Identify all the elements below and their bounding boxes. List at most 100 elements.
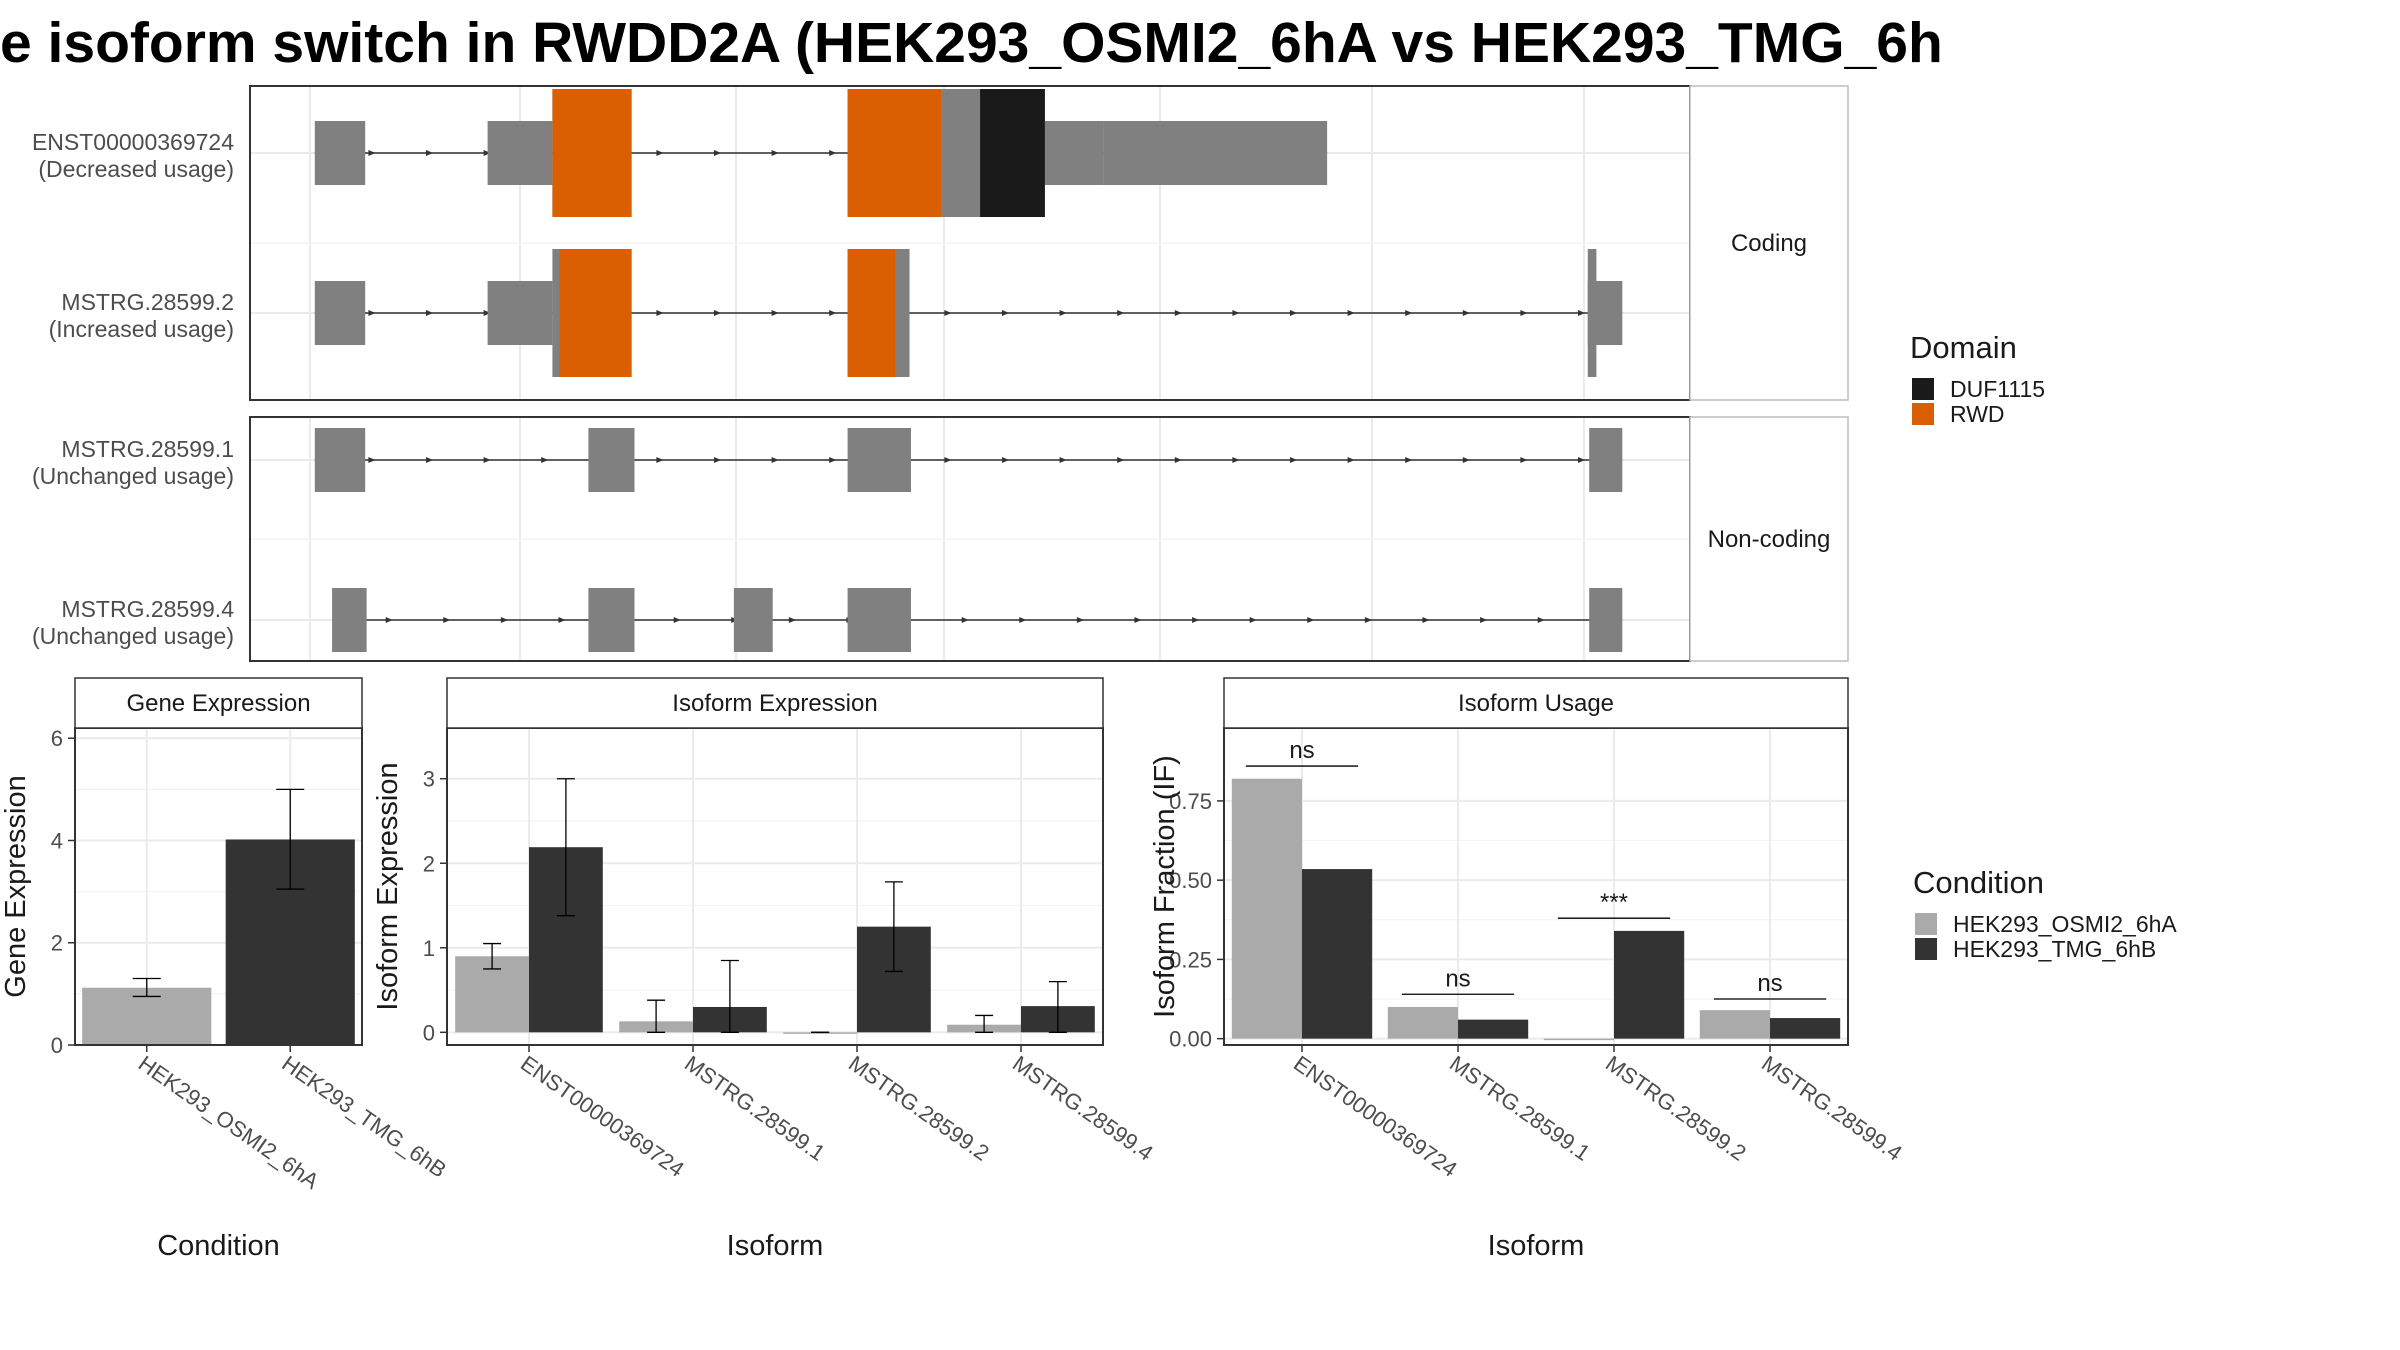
chart-isoform-usage: ns ns *** ns Isoform Usage 0.00 0.25 0.50 0.75 EN… — [1149, 677, 1907, 1262]
direction-arrow — [1192, 617, 1200, 623]
direction-arrow — [368, 457, 376, 463]
direction-arrow — [1462, 457, 1470, 463]
panel-strip — [1223, 677, 1849, 729]
direction-arrow — [771, 150, 779, 156]
transcript-track-mstrg-28599-1: MSTRG.28599.1(Unchanged usage) — [32, 428, 1623, 492]
bar-hek293-osmi2-6ha-enst00000369724 — [1231, 778, 1302, 1039]
domain-rwd — [847, 249, 896, 377]
panel-strip-title: Isoform Usage — [1458, 690, 1614, 717]
direction-arrow — [656, 150, 664, 156]
transcript-id-label: ENST00000369724 — [32, 129, 234, 155]
x-tick-label: MSTRG.28599.1 — [1445, 1051, 1595, 1166]
legend-label-hek293-tmg-6hb: HEK293_TMG_6hB — [1953, 936, 2156, 962]
direction-arrow — [443, 617, 451, 623]
y-tick-label: 3 — [423, 767, 435, 792]
facet-strip-label: Coding — [1731, 230, 1807, 257]
direction-arrow — [829, 310, 837, 316]
page-title: e isoform switch in RWDD2A (HEK293_OSMI2… — [0, 11, 1943, 75]
transcript-track-enst00000369724: ENST00000369724(Decreased usage) — [32, 89, 1328, 217]
direction-arrow — [771, 457, 779, 463]
bar-hek293-osmi2-6ha — [82, 987, 212, 1045]
direction-arrow — [558, 617, 566, 623]
transcript-track-mstrg-28599-4: MSTRG.28599.4(Unchanged usage) — [32, 588, 1623, 652]
direction-arrow — [1462, 310, 1470, 316]
y-axis-title: Gene Expression — [0, 775, 32, 997]
panel-strip-title: Gene Expression — [126, 690, 310, 717]
direction-arrow — [1059, 310, 1067, 316]
x-tick-label: MSTRG.28599.2 — [1601, 1051, 1751, 1166]
y-tick-label: 0.50 — [1169, 868, 1212, 893]
exon-utr — [314, 428, 366, 492]
bar-hek293-osmi2-6ha-mstrg-28599-2 — [1543, 1038, 1614, 1041]
direction-arrow — [1347, 310, 1355, 316]
direction-arrow — [1290, 310, 1297, 316]
direction-arrow — [1117, 310, 1125, 316]
y-tick-label: 0 — [51, 1033, 63, 1058]
direction-arrow — [1059, 457, 1067, 463]
transcript-facet-coding: ENST00000369724(Decreased usage) MSTRG.28… — [32, 85, 1849, 401]
y-tick-label: 0.75 — [1169, 789, 1212, 814]
direction-arrow — [961, 617, 969, 623]
significance-label: *** — [1600, 889, 1628, 916]
direction-arrow — [1480, 617, 1488, 623]
direction-arrow — [1232, 457, 1240, 463]
exon-utr — [1044, 121, 1104, 185]
exon-utr — [847, 588, 911, 652]
x-tick-label: ENST00000369724 — [1289, 1051, 1462, 1182]
exon-utr — [1589, 428, 1623, 492]
transcript-usage-label: (Decreased usage) — [38, 156, 234, 182]
legend-label-hek293-osmi2-6ha: HEK293_OSMI2_6hA — [1953, 911, 2177, 937]
exon-utr — [314, 281, 366, 345]
facet-strip — [1689, 416, 1849, 662]
exon-utr — [733, 588, 773, 652]
direction-arrow — [944, 457, 952, 463]
direction-arrow — [944, 310, 952, 316]
bar-hek293-osmi2-6ha-mstrg-28599-4 — [1699, 1010, 1770, 1039]
transcript-usage-label: (Unchanged usage) — [32, 623, 234, 649]
transcript-id-label: MSTRG.28599.2 — [61, 289, 234, 315]
y-tick-label: 1 — [423, 936, 435, 961]
legend-label-rwd: RWD — [1950, 401, 2005, 427]
transcript-id-label: MSTRG.28599.4 — [61, 596, 234, 622]
direction-arrow — [1290, 457, 1297, 463]
domain-rwd — [559, 249, 632, 377]
significance-label: ns — [1757, 970, 1782, 997]
y-tick-label: 0 — [423, 1020, 435, 1045]
direction-arrow — [1019, 617, 1027, 623]
direction-arrow — [1520, 310, 1528, 316]
direction-arrow — [1307, 617, 1315, 623]
direction-arrow — [368, 150, 376, 156]
exon-cds — [1587, 249, 1597, 377]
exon-utr — [588, 588, 635, 652]
direction-arrow — [426, 310, 433, 316]
direction-arrow — [426, 457, 433, 463]
legend-swatch-hek293-osmi2-6ha — [1915, 913, 1937, 935]
exon-utr — [1103, 121, 1328, 185]
y-axis-title: Isoform Fraction (IF) — [1149, 755, 1181, 1018]
direction-arrow — [385, 617, 393, 623]
direction-arrow — [1076, 617, 1084, 623]
legend-title: Domain — [1910, 330, 2017, 365]
direction-arrow — [1232, 310, 1240, 316]
direction-arrow — [673, 617, 681, 623]
direction-arrow — [1578, 310, 1585, 316]
direction-arrow — [829, 457, 837, 463]
legend-swatch-duf1115 — [1912, 378, 1934, 400]
direction-arrow — [1578, 457, 1585, 463]
direction-arrow — [1537, 617, 1545, 623]
direction-arrow — [771, 310, 779, 316]
legend-label-duf1115: DUF1115 — [1950, 376, 2045, 402]
exon-utr — [487, 281, 553, 345]
direction-arrow — [714, 310, 721, 316]
exon-utr — [332, 588, 367, 652]
x-tick-label: MSTRG.28599.4 — [1757, 1051, 1907, 1166]
direction-arrow — [656, 310, 664, 316]
direction-arrow — [1364, 617, 1372, 623]
direction-arrow — [1174, 310, 1182, 316]
direction-arrow — [1002, 310, 1009, 316]
x-axis-title: Isoform — [1488, 1230, 1585, 1262]
panel-strip — [74, 677, 363, 729]
direction-arrow — [483, 457, 491, 463]
direction-arrow — [1134, 617, 1142, 623]
